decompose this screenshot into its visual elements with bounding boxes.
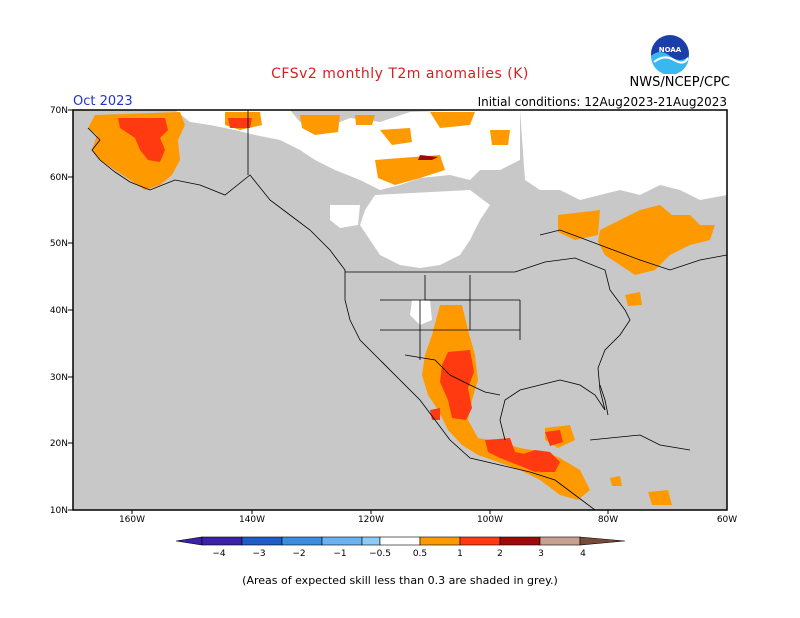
anomaly-darkred — [418, 155, 438, 160]
lat-label: 20N — [50, 439, 68, 449]
colorbar-swatch — [281, 536, 323, 546]
colorbar-swatch — [361, 536, 381, 546]
colorbar-swatch — [241, 536, 283, 546]
colorbar-label: −1 — [333, 549, 346, 559]
lon-label: 80W — [598, 515, 618, 525]
lat-label: 30N — [50, 373, 68, 383]
lat-label: 10N — [50, 506, 68, 516]
lat-label: 70N — [50, 106, 68, 116]
initial-conditions: Initial conditions: 12Aug2023-21Aug2023 — [477, 95, 727, 109]
chart-title: CFSv2 monthly T2m anomalies (K) — [271, 66, 529, 82]
colorbar-swatch — [321, 536, 363, 546]
colorbar-label: −2 — [292, 549, 305, 559]
anomaly-red — [118, 118, 563, 472]
forecast-month: Oct 2023 — [73, 94, 133, 109]
colorbar: −4 −3 −2 −1 −0.5 0.5 1 2 3 4 — [175, 536, 626, 559]
skill-footnote: (Areas of expected skill less than 0.3 a… — [242, 574, 558, 587]
colorbar-label: −3 — [252, 549, 265, 559]
colorbar-label: 3 — [538, 549, 544, 559]
lon-label: 120W — [358, 515, 384, 525]
colorbar-label: 4 — [580, 549, 586, 559]
colorbar-swatch — [499, 536, 541, 546]
lon-label: 140W — [239, 515, 265, 525]
lon-label: 100W — [477, 515, 503, 525]
colorbar-swatch — [379, 536, 421, 546]
colorbar-high-arrow — [579, 536, 626, 546]
coastlines — [87, 110, 727, 510]
colorbar-label: 0.5 — [413, 549, 427, 559]
lat-label: 60N — [50, 173, 68, 183]
lat-axis: 70N 60N 50N 40N 30N 20N 10N — [50, 106, 73, 516]
noaa-logo: NOAA — [651, 35, 689, 74]
colorbar-swatch — [459, 536, 501, 546]
colorbar-swatch — [201, 536, 243, 546]
colorbar-swatch — [419, 536, 461, 546]
colorbar-low-arrow — [175, 536, 203, 546]
colorbar-swatch — [539, 536, 581, 546]
lon-axis: 160W 140W 120W 100W 80W 60W — [119, 510, 737, 525]
lon-label: 60W — [717, 515, 737, 525]
agency-label: NWS/NCEP/CPC — [629, 75, 730, 90]
lat-label: 40N — [50, 306, 68, 316]
colorbar-label: 1 — [457, 549, 463, 559]
map-content — [87, 110, 727, 510]
colorbar-label: 2 — [497, 549, 503, 559]
lon-label: 160W — [119, 515, 145, 525]
logo-text: NOAA — [659, 46, 682, 54]
lat-label: 50N — [50, 239, 68, 249]
colorbar-label: −0.5 — [369, 549, 391, 559]
colorbar-label: −4 — [212, 549, 226, 559]
